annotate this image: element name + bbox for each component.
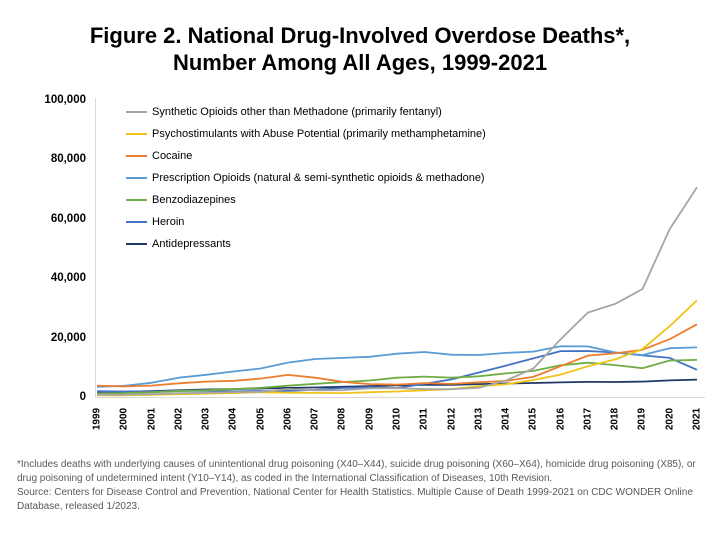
y-tick-label: 100,000 <box>44 94 86 106</box>
legend-line-swatch <box>126 221 147 223</box>
x-tick-label: 2009 <box>364 407 376 431</box>
x-tick-label: 2011 <box>418 408 430 430</box>
legend-label: Antidepressants <box>152 238 231 250</box>
footnote-source: Source: Centers for Disease Control and … <box>17 487 693 512</box>
x-tick-label: 2015 <box>527 407 539 431</box>
footnote: *Includes deaths with underlying causes … <box>17 458 709 514</box>
x-axis-line <box>95 397 705 398</box>
x-tick-label: 2013 <box>473 407 485 431</box>
x-tick-label: 2018 <box>609 407 621 431</box>
y-axis: 0 20,000 40,000 60,000 80,000 100,000 <box>0 0 90 450</box>
legend-label: Cocaine <box>152 150 193 162</box>
figure-title-line2: Number Among All Ages, 1999-2021 <box>172 50 548 76</box>
x-tick-label: 2019 <box>636 407 648 431</box>
x-tick-label: 2014 <box>500 407 512 431</box>
legend-item-heroin: Heroin <box>126 211 486 233</box>
x-tick-label: 2000 <box>118 407 130 431</box>
y-tick-label: 0 <box>79 391 86 403</box>
legend-item-benzodiazepines: Benzodiazepines <box>126 189 486 211</box>
legend-item-psychostimulants-with-abuse-potential-primarily-methamphetamine: Psychostimulants with Abuse Potential (p… <box>126 123 486 145</box>
y-tick-label: 60,000 <box>50 212 86 225</box>
x-tick-label: 2001 <box>146 407 158 431</box>
legend-line-swatch <box>126 133 147 135</box>
plot-area <box>96 186 698 397</box>
legend-line-swatch <box>126 111 147 113</box>
legend-item-prescription-opioids-natural-semi-synthetic-opioids-methadone: Prescription Opioids (natural & semi-syn… <box>126 167 486 189</box>
line-series-cocaine <box>96 323 698 388</box>
x-tick-label: 2002 <box>173 407 185 431</box>
legend-item-cocaine: Cocaine <box>126 145 486 167</box>
legend-line-swatch <box>126 177 147 179</box>
line-series-prescription-opioids-natural-semi-synthetic-opioids-methadone <box>96 345 698 388</box>
legend-line-swatch <box>126 243 147 245</box>
legend-label: Synthetic Opioids other than Methadone (… <box>152 106 442 118</box>
legend-line-swatch <box>126 199 147 201</box>
x-tick-label: 1999 <box>91 407 103 431</box>
y-axis-line <box>95 98 96 398</box>
y-tick-label: 40,000 <box>50 272 86 285</box>
legend-line-swatch <box>126 155 147 157</box>
line-series-synthetic-opioids-other-than-methadone-primarily-fentanyl <box>96 186 698 396</box>
figure-title-line1: Figure 2. National Drug-Involved Overdos… <box>89 23 631 48</box>
y-tick-label: 80,000 <box>50 153 86 166</box>
x-tick-label: 2016 <box>555 407 567 431</box>
x-tick-label: 2006 <box>282 407 294 431</box>
legend-label: Benzodiazepines <box>152 194 236 206</box>
legend-label: Psychostimulants with Abuse Potential (p… <box>152 128 486 140</box>
figure-title: Figure 2. National Drug-Involved Overdos… <box>0 22 720 76</box>
x-tick-label: 2020 <box>664 407 676 431</box>
x-tick-label: 2005 <box>255 407 267 431</box>
legend-label: Prescription Opioids (natural & semi-syn… <box>152 172 485 184</box>
x-tick-label: 2010 <box>391 407 403 431</box>
chart-legend: Synthetic Opioids other than Methadone (… <box>126 101 486 255</box>
x-tick-label: 2004 <box>227 407 239 431</box>
x-tick-label: 2021 <box>691 407 703 431</box>
x-tick-label: 2007 <box>309 407 321 431</box>
legend-item-synthetic-opioids-other-than-methadone-primarily-fentanyl: Synthetic Opioids other than Methadone (… <box>126 101 486 123</box>
legend-item-antidepressants: Antidepressants <box>126 233 486 255</box>
line-chart: 0 20,000 40,000 60,000 80,000 100,000 1999 200… <box>0 0 705 450</box>
x-tick-label: 2003 <box>200 407 212 431</box>
x-tick-label: 2008 <box>336 407 348 431</box>
x-tick-label: 2012 <box>446 407 458 431</box>
x-tick-label: 2017 <box>582 407 594 431</box>
legend-label: Heroin <box>152 216 185 228</box>
footnote-note: *Includes deaths with underlying causes … <box>17 459 696 484</box>
y-tick-label: 20,000 <box>50 331 86 344</box>
